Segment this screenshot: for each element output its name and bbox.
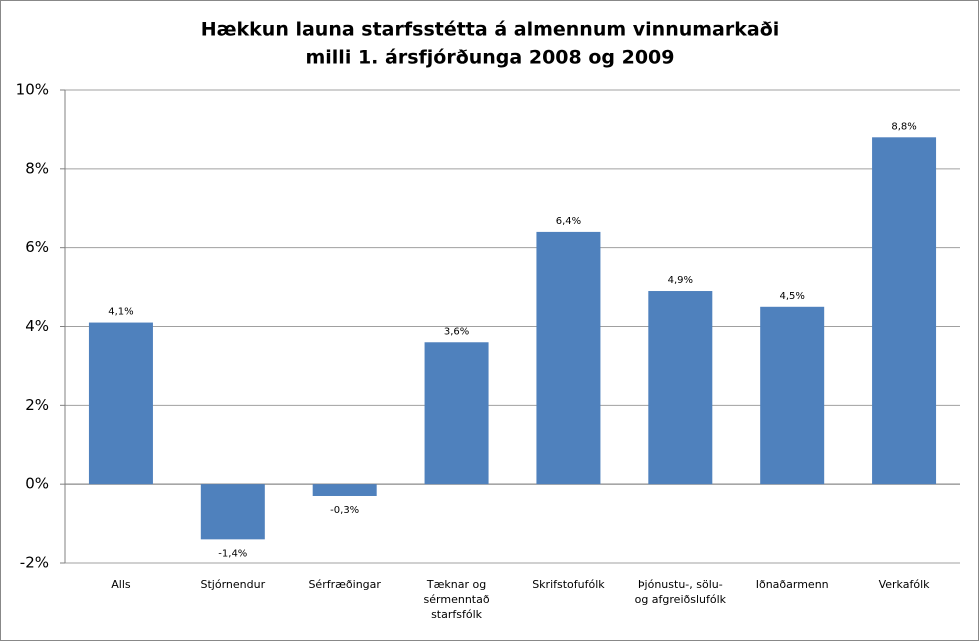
value-label: -0,3% <box>330 505 359 516</box>
x-tick-label: Sérfræðingar <box>308 578 381 591</box>
x-tick-label: Alls <box>111 578 131 591</box>
bar <box>200 484 265 540</box>
bar <box>312 484 377 496</box>
y-tick-label: 2% <box>25 396 49 414</box>
value-label: 8,8% <box>891 121 916 132</box>
y-tick-label: 6% <box>25 238 49 256</box>
y-tick-label: 0% <box>25 475 49 493</box>
value-label: 4,1% <box>108 307 133 318</box>
value-label: 6,4% <box>556 216 581 227</box>
bar <box>536 231 601 485</box>
bar <box>872 137 937 485</box>
x-tick-label: Tæknar og sérmenntað starfsfólk <box>423 578 490 621</box>
x-tick-label: Skrifstofufólk <box>532 578 605 591</box>
chart-title: milli 1. ársfjórðunga 2008 og 2009 <box>305 47 674 69</box>
value-label: 3,6% <box>444 326 469 337</box>
value-label: 4,5% <box>779 291 804 302</box>
y-tick-label: 10% <box>16 81 49 99</box>
value-label: -1,4% <box>218 548 247 559</box>
chart-title: Hækkun launa starfsstétta á almennum vin… <box>201 19 780 41</box>
y-tick-label: 4% <box>25 317 49 335</box>
y-tick-label: -2% <box>20 554 49 572</box>
bar <box>88 322 153 485</box>
x-tick-label: Iðnaðarmenn <box>755 578 829 591</box>
bar <box>760 306 825 485</box>
bar <box>648 291 713 485</box>
x-tick-label: Stjórnendur <box>200 578 266 591</box>
bar <box>424 342 489 485</box>
y-tick-label: 8% <box>25 159 49 177</box>
x-tick-label: Þjónustu-, sölu- og afgreiðslufólk <box>634 578 727 606</box>
x-tick-label: Verkafólk <box>878 578 930 591</box>
value-label: 4,9% <box>668 275 693 286</box>
